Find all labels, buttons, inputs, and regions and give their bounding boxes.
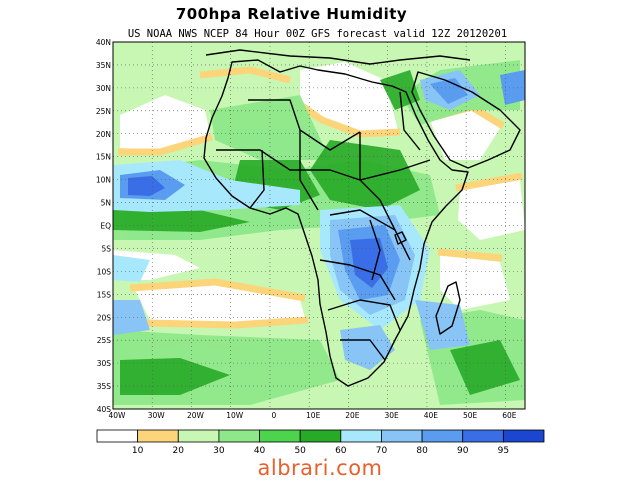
- lon-tick-label: 30E: [385, 411, 400, 420]
- lat-tick-label: 25S: [97, 336, 112, 345]
- interior-border-4: [359, 132, 396, 231]
- lat-tick-label: 30S: [97, 359, 112, 368]
- lat-tick-label: 40S: [97, 405, 112, 414]
- colorbar-label: 80: [416, 446, 428, 456]
- humidity-map-figure: 40N 35N 30N 25N 20N 15N 10N 5N EQ 5S 10S 15S 20S 25S 3…: [96, 38, 545, 456]
- interior-border-7: [327, 299, 401, 331]
- colorbar-swatch: [421, 429, 464, 443]
- lat-tick-label: 35S: [97, 382, 112, 391]
- arabian-peninsula: [411, 71, 521, 169]
- lat-tick-label: 35N: [96, 61, 111, 70]
- lon-tick-label: 10E: [306, 411, 321, 420]
- interior-border-5: [329, 209, 411, 261]
- country-borders: [203, 49, 521, 387]
- latitude-tick-labels: 40N 35N 30N 25N 20N 15N 10N 5N EQ 5S 10S 15S 20S 25S 3…: [96, 38, 111, 414]
- colorbar-swatch: [177, 429, 220, 443]
- colorbar-swatch: [96, 429, 139, 443]
- colorbar-label: 20: [173, 446, 185, 456]
- colorbar-label: 50: [294, 446, 306, 456]
- lat-tick-label: 5S: [101, 244, 111, 253]
- lon-tick-label: 40W: [109, 411, 127, 420]
- map-title: 700hpa Relative Humidity: [175, 5, 408, 23]
- lat-tick-label: 25N: [96, 107, 111, 116]
- interior-border-10: [249, 149, 265, 209]
- map-subtitle: US NOAA NWS NCEP 84 Hour 00Z GFS forecas…: [127, 28, 508, 40]
- lon-tick-label: 20W: [187, 411, 205, 420]
- lon-tick-label: 20E: [345, 411, 360, 420]
- lat-tick-label: 10N: [96, 176, 111, 185]
- lat-tick-label: 40N: [96, 38, 111, 47]
- colorbar-swatch: [381, 429, 423, 443]
- colorbar-swatch: [218, 429, 260, 443]
- lon-tick-label: 10W: [226, 411, 244, 420]
- low-humidity-fringes: [118, 66, 523, 354]
- colorbar-swatch: [502, 429, 545, 443]
- interior-border-9: [399, 91, 421, 151]
- lon-tick-label: 30W: [148, 411, 166, 420]
- interior-border-6: [319, 259, 396, 301]
- map-plot-area: [113, 42, 525, 409]
- longitude-tick-labels: 40W 30W 20W 10W 0 10E 20E 30E 40E 50E 60E: [109, 411, 517, 420]
- colorbar-label: 90: [457, 446, 469, 456]
- lon-tick-label: 0: [272, 411, 277, 420]
- lat-tick-label: 15S: [97, 290, 112, 299]
- lat-tick-label: 15N: [96, 153, 111, 162]
- colorbar-swatch: [137, 429, 179, 443]
- lake-victoria: [394, 231, 407, 245]
- colorbar-swatch: [462, 429, 504, 443]
- interior-border-11: [369, 219, 381, 281]
- colorbar-label: 70: [376, 446, 388, 456]
- lat-tick-label: 5N: [101, 199, 111, 208]
- colorbar-swatch: [299, 429, 342, 443]
- colorbar-label: 30: [213, 446, 225, 456]
- lat-tick-label: 30N: [96, 84, 111, 93]
- lat-tick-label: 20N: [96, 130, 111, 139]
- lon-tick-label: 50E: [463, 411, 478, 420]
- madagascar: [435, 281, 461, 335]
- lon-tick-label: 40E: [424, 411, 439, 420]
- mediterranean-coast: [205, 49, 471, 65]
- watermark: albrari.com: [257, 456, 383, 480]
- lat-tick-label: 10S: [97, 267, 112, 276]
- lat-tick-label: 20S: [97, 313, 112, 322]
- interior-border-2: [216, 149, 431, 181]
- colorbar-label: 95: [498, 446, 509, 456]
- interior-border-8: [340, 339, 386, 361]
- africa-coastline: [203, 59, 469, 387]
- colorbar-label: 60: [335, 446, 347, 456]
- lat-tick-label: EQ: [100, 222, 111, 231]
- colorbar-swatch: [259, 429, 301, 443]
- colorbar: 10 20 30 40 50 60 70 80 90 95: [96, 429, 545, 456]
- colorbar-swatch: [340, 429, 382, 443]
- lon-tick-label: 60E: [502, 411, 517, 420]
- colorbar-label: 40: [254, 446, 266, 456]
- interior-border-3: [299, 130, 319, 211]
- map-frame: [112, 41, 526, 410]
- colorbar-label: 10: [132, 446, 144, 456]
- lat-lon-grid: [113, 42, 525, 409]
